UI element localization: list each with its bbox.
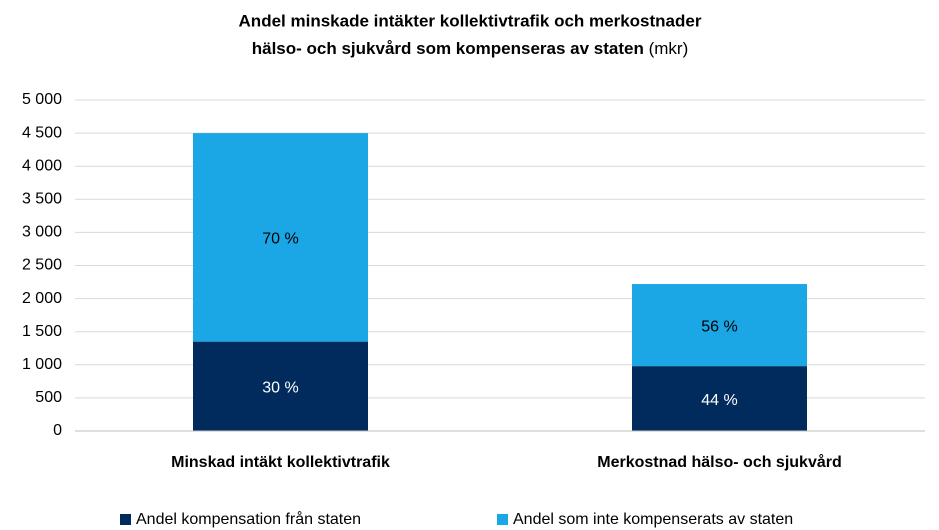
legend-label: Andel som inte kompenserats av staten <box>513 511 793 528</box>
y-tick-label: 1 000 <box>22 356 62 373</box>
bar-segment <box>632 284 807 367</box>
y-tick-label: 5 000 <box>22 91 62 108</box>
data-label: 70 % <box>262 231 298 248</box>
y-tick-label: 1 500 <box>22 323 62 340</box>
legend-swatch <box>497 514 508 525</box>
y-tick-label: 3 500 <box>22 191 62 208</box>
y-tick-label: 4 500 <box>22 124 62 141</box>
chart-title-line: hälso- och sjukvård som kompenseras av s… <box>252 39 644 58</box>
legend-label: Andel kompensation från staten <box>136 510 361 528</box>
x-tick-label: Minskad intäkt kollektivtrafik <box>171 454 390 471</box>
y-tick-label: 500 <box>35 389 62 406</box>
data-label: 30 % <box>262 380 298 397</box>
y-tick-label: 3 000 <box>22 224 62 241</box>
y-tick-label: 2 500 <box>22 257 62 274</box>
legend-swatch <box>120 514 131 525</box>
y-tick-label: 0 <box>53 422 62 439</box>
y-tick-label: 2 000 <box>22 290 62 307</box>
y-tick-label: 4 000 <box>22 157 62 174</box>
chart-title: hälso- och sjukvård som kompenseras av s… <box>252 39 689 58</box>
chart-title: Andel minskade intäkter kollektivtrafik … <box>239 11 702 30</box>
data-label: 44 % <box>701 392 737 409</box>
bar-segment <box>632 366 807 431</box>
data-label: 56 % <box>701 318 737 335</box>
bar-segment <box>193 133 368 342</box>
x-tick-label: Merkostnad hälso- och sjukvård <box>597 453 842 471</box>
chart-title-unit: (mkr) <box>649 39 689 58</box>
bar-segment <box>193 341 368 431</box>
